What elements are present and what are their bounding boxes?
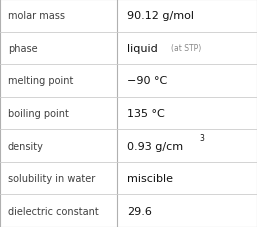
Text: 3: 3 (200, 133, 205, 142)
Text: melting point: melting point (8, 76, 73, 86)
Text: miscible: miscible (127, 173, 173, 183)
Text: phase: phase (8, 44, 37, 54)
Text: boiling point: boiling point (8, 109, 69, 118)
Text: 90.12 g/mol: 90.12 g/mol (127, 11, 194, 21)
Text: −90 °C: −90 °C (127, 76, 168, 86)
Text: liquid: liquid (127, 44, 158, 54)
Text: solubility in water: solubility in water (8, 173, 95, 183)
Text: 135 °C: 135 °C (127, 109, 165, 118)
Text: 29.6: 29.6 (127, 206, 152, 216)
Text: density: density (8, 141, 44, 151)
Text: molar mass: molar mass (8, 11, 65, 21)
Text: (at STP): (at STP) (171, 44, 201, 53)
Text: 0.93 g/cm: 0.93 g/cm (127, 141, 183, 151)
Text: dielectric constant: dielectric constant (8, 206, 98, 216)
